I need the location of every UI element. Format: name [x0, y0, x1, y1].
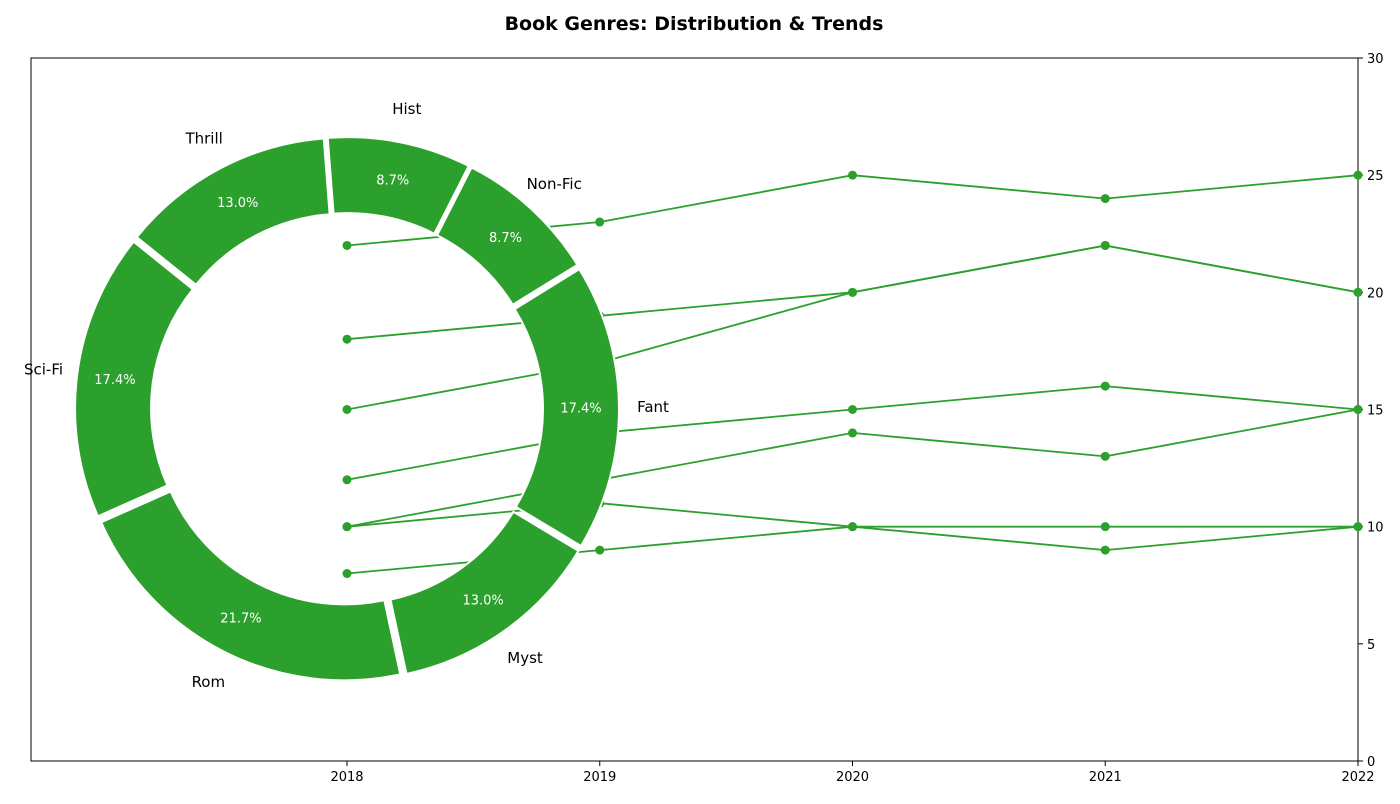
- trend-line-4: [346, 408, 1359, 528]
- trend-lines: [342, 170, 1363, 579]
- slice-label: Rom: [192, 673, 226, 691]
- slice-pct-label: 8.7%: [489, 231, 522, 246]
- x-tick-label: 2019: [583, 770, 616, 785]
- donut-slice-thrill: [135, 137, 331, 287]
- trend-point: [848, 287, 857, 297]
- y-tick-label: 20: [1367, 286, 1384, 301]
- slice-label: Sci-Fi: [24, 361, 63, 379]
- trend-point: [595, 217, 605, 227]
- donut-chart: 17.4% Fant 8.7% Non-Fic 8.7% Hist 13.0% Thrill 1…: [24, 100, 669, 691]
- trend-point: [848, 428, 857, 438]
- trend-point: [1353, 170, 1363, 180]
- trend-point: [1100, 194, 1110, 204]
- y-tick-label: 5: [1367, 638, 1375, 653]
- slice-pct-label: 13.0%: [217, 196, 258, 211]
- trend-point: [342, 405, 352, 414]
- slice-label: Non-Fic: [527, 175, 582, 193]
- trend-point: [1353, 405, 1363, 414]
- trend-point: [1100, 381, 1110, 391]
- y-tick-label: 25: [1367, 169, 1384, 184]
- trend-point: [595, 545, 605, 555]
- chart-title: Book Genres: Distribution & Trends: [505, 13, 884, 35]
- x-tick-label: 2021: [1089, 770, 1122, 785]
- slice-label: Fant: [637, 398, 669, 416]
- donut-slice-rom: [99, 490, 402, 682]
- slice-pct-label: 8.7%: [376, 174, 409, 189]
- donut-slice-fant: [513, 267, 620, 548]
- slice-pct-label: 21.7%: [220, 612, 261, 627]
- trend-point: [1353, 522, 1363, 532]
- y-tick-label: 0: [1367, 755, 1375, 770]
- slice-label: Myst: [507, 649, 543, 667]
- trend-point: [1100, 522, 1110, 532]
- slice-pct-label: 13.0%: [462, 593, 503, 608]
- y-tick-label: 15: [1367, 404, 1384, 419]
- trend-point: [1100, 240, 1110, 250]
- x-tick-label: 2020: [836, 770, 869, 785]
- trend-point: [342, 569, 352, 579]
- slice-label: Thrill: [184, 129, 222, 147]
- trend-point: [342, 334, 352, 344]
- donut-slice-hist: [326, 136, 471, 236]
- trend-point: [848, 405, 857, 414]
- donut-slice-sci-fi: [74, 240, 195, 518]
- donut-slice-myst: [389, 510, 580, 676]
- trend-point: [1100, 451, 1110, 461]
- trend-point: [848, 522, 857, 532]
- slice-label: Hist: [392, 100, 421, 118]
- trend-point: [848, 170, 857, 180]
- y-tick-label: 10: [1367, 521, 1384, 536]
- donut-slice-non-fic: [435, 166, 579, 307]
- trend-point: [1100, 545, 1110, 555]
- x-tick-label: 2022: [1341, 770, 1374, 785]
- trend-point: [342, 475, 352, 485]
- slice-pct-label: 17.4%: [560, 402, 601, 417]
- trend-point: [1353, 287, 1363, 297]
- x-tick-label: 2018: [330, 770, 363, 785]
- y-tick-label: 30: [1367, 52, 1384, 67]
- trend-point: [342, 240, 352, 250]
- slice-pct-label: 17.4%: [94, 373, 135, 388]
- trend-point: [342, 522, 352, 532]
